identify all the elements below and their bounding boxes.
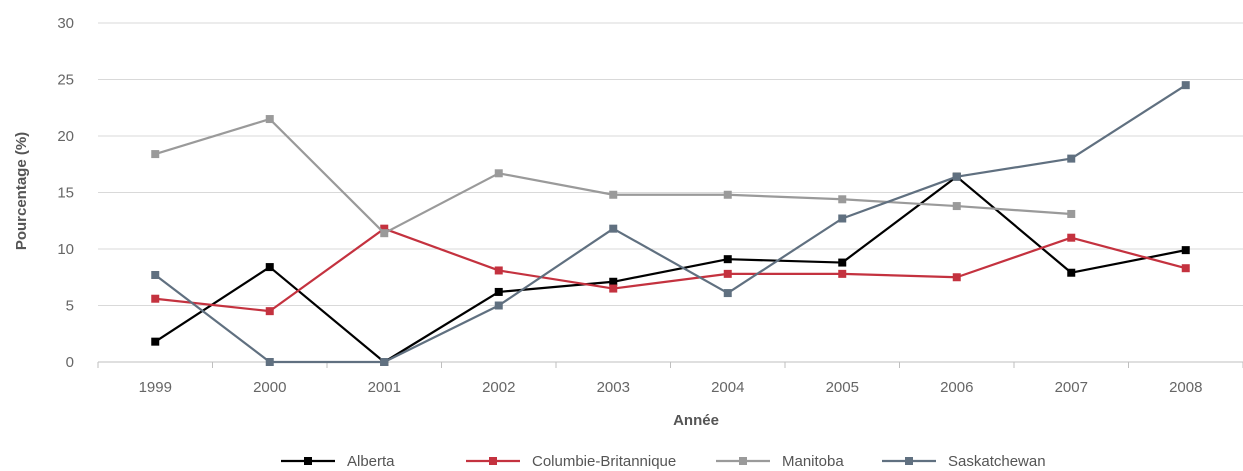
x-tick-label: 1999 xyxy=(139,379,172,396)
data-point xyxy=(609,277,618,286)
y-tick-label: 5 xyxy=(66,298,74,315)
data-point xyxy=(723,289,732,298)
data-point xyxy=(151,337,160,346)
data-point xyxy=(723,255,732,264)
series-line xyxy=(155,227,1187,313)
data-point xyxy=(265,358,274,366)
data-point xyxy=(609,284,618,293)
x-tick-label: 2003 xyxy=(597,379,630,396)
data-point xyxy=(1067,233,1076,242)
y-tick-label: 15 xyxy=(57,185,74,202)
data-point xyxy=(723,190,732,199)
y-tick-label: 30 xyxy=(57,15,74,32)
data-point xyxy=(1181,264,1190,273)
y-tick-label: 20 xyxy=(57,128,74,145)
legend-item: Saskatchewan xyxy=(882,453,1046,470)
data-point xyxy=(494,266,503,275)
series-line xyxy=(154,84,1187,364)
x-tick-label: 2001 xyxy=(368,379,401,396)
data-point xyxy=(494,301,503,310)
data-point xyxy=(494,169,503,178)
data-point xyxy=(609,224,618,233)
data-point xyxy=(380,224,389,233)
data-point xyxy=(151,294,160,303)
data-point xyxy=(952,172,961,181)
data-point xyxy=(838,258,847,267)
legend-label: Columbie-Britannique xyxy=(532,453,676,470)
data-point xyxy=(838,269,847,278)
x-tick-label: 2008 xyxy=(1169,379,1202,396)
x-tick-label: 2005 xyxy=(826,379,859,396)
data-point xyxy=(1067,268,1076,277)
data-point xyxy=(723,269,732,278)
x-tick-label: 2007 xyxy=(1055,379,1088,396)
data-point xyxy=(494,287,503,296)
data-point xyxy=(1067,154,1076,163)
series-manitoba xyxy=(151,115,1076,238)
data-point xyxy=(151,270,160,279)
y-tick-labels: 0 5 10 15 20 25 30 xyxy=(57,15,74,371)
x-tick-label: 2000 xyxy=(253,379,286,396)
data-point xyxy=(952,273,961,282)
data-point xyxy=(838,195,847,204)
data-point xyxy=(265,307,274,316)
series-alberta xyxy=(151,172,1190,366)
data-point xyxy=(1067,209,1076,218)
legend-item: Alberta xyxy=(281,453,395,470)
legend-swatch-marker xyxy=(489,457,497,465)
data-point xyxy=(151,150,160,159)
data-point xyxy=(1181,246,1190,255)
legend-item: Manitoba xyxy=(716,453,844,470)
data-point xyxy=(380,358,389,366)
legend-swatch-marker xyxy=(905,457,913,465)
legend-swatch-marker xyxy=(304,457,312,465)
y-axis-title: Pourcentage (%) xyxy=(13,132,30,250)
data-point xyxy=(380,229,389,238)
legend-label: Alberta xyxy=(347,453,395,470)
data-point xyxy=(609,190,618,199)
data-point xyxy=(952,202,961,211)
data-point xyxy=(838,214,847,223)
series-layer xyxy=(151,81,1190,366)
series-line xyxy=(154,175,1186,364)
x-tick-label: 2006 xyxy=(940,379,973,396)
y-tick-label: 0 xyxy=(66,354,74,371)
gridlines xyxy=(98,22,1243,306)
legend-item: Columbie-Britannique xyxy=(466,453,676,470)
x-tick-label: 2002 xyxy=(482,379,515,396)
data-point xyxy=(1181,81,1190,90)
x-tick-labels: 1999 2000 2001 2002 2003 2004 2005 2006 2007 2008 xyxy=(139,379,1203,396)
legend-swatch-marker xyxy=(739,457,747,465)
data-point xyxy=(265,115,274,124)
data-point xyxy=(265,263,274,272)
y-tick-label: 25 xyxy=(57,72,74,89)
legend-label: Saskatchewan xyxy=(948,453,1046,470)
y-tick-label: 10 xyxy=(57,241,74,258)
series-columbie-britannique xyxy=(151,224,1190,316)
series-saskatchewan xyxy=(151,81,1190,366)
legend-label: Manitoba xyxy=(782,453,844,470)
x-tick-label: 2004 xyxy=(711,379,744,396)
legend: Alberta Columbie-Britannique Manitoba Saska… xyxy=(281,453,1046,470)
x-axis-title: Année xyxy=(673,412,719,429)
